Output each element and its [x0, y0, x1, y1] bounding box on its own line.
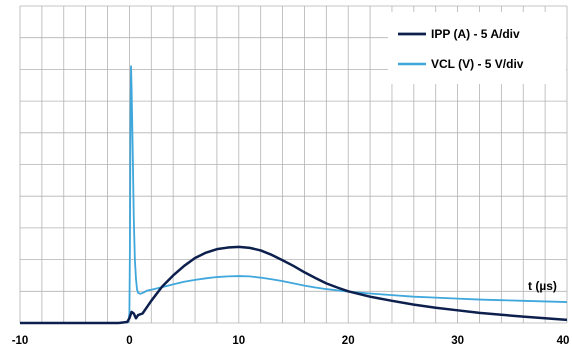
x-tick-label: 30 [451, 335, 464, 347]
legend-label-vcl: VCL (V) - 5 V/div [431, 57, 524, 71]
legend-box [388, 12, 566, 84]
legend-label-ipp: IPP (A) - 5 A/div [431, 27, 520, 41]
x-tick-label: 10 [232, 335, 245, 347]
series-line-vcl [20, 65, 568, 324]
series-layer [20, 65, 568, 325]
x-axis-title: t (µs) [528, 279, 557, 293]
x-tick-label: 20 [342, 335, 355, 347]
series-line-ipp [20, 245, 568, 325]
x-tick-label: -10 [12, 335, 29, 347]
x-tick-label: 0 [126, 335, 132, 347]
x-tick-label: 40 [557, 335, 570, 347]
x-tick-labels: -10 0 10 20 30 40 [12, 335, 570, 347]
legend: IPP (A) - 5 A/div VCL (V) - 5 V/div [388, 12, 566, 84]
